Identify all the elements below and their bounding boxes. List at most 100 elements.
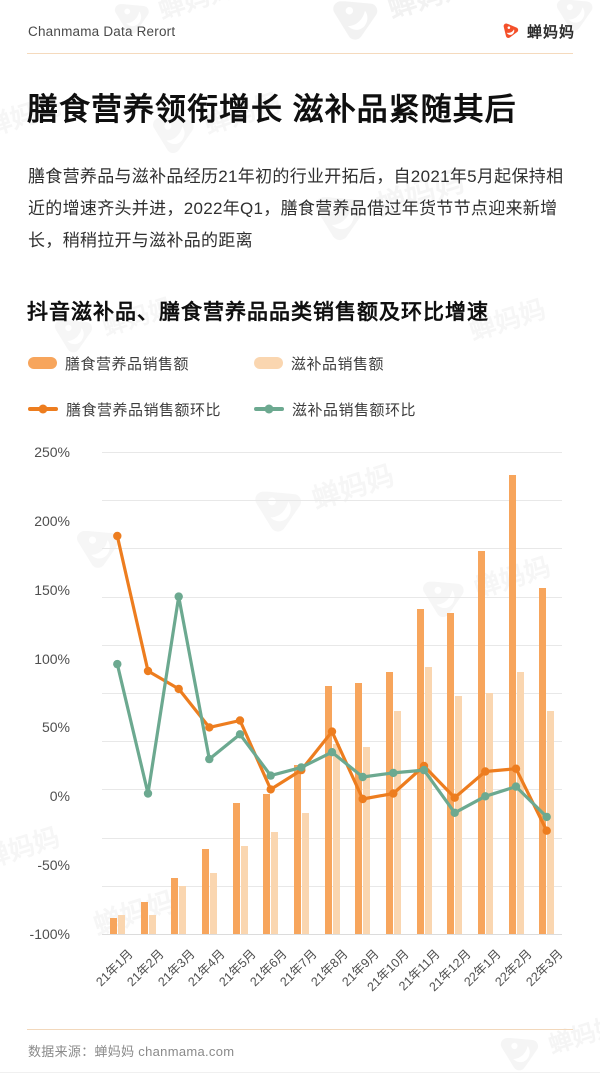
bar-滋补品销售额-22年2月 [516,672,524,934]
legend-line-swatch-primary [28,404,58,414]
bar-滋补品销售额-21年12月 [455,695,463,934]
legend-label: 膳食营养品销售额环比 [66,401,222,419]
gridline [102,548,562,550]
data-point-滋补品销售额环比-21年3月 [174,592,183,601]
bar-膳食营养品销售额-22年3月 [539,588,547,934]
bar-膳食营养品销售额-21年5月 [232,803,240,934]
data-point-膳食营养品销售额环比-21年9月 [358,794,367,804]
bar-滋补品销售额-21年1月 [117,914,125,934]
bar-膳食营养品销售额-22年1月 [477,551,485,934]
chanmama-logo: 蝉妈妈 [502,21,575,42]
header-divider [27,53,573,54]
data-point-滋补品销售额环比-21年8月 [327,748,337,757]
data-point-膳食营养品销售额环比-21年6月 [266,785,275,794]
legend-dot [38,404,48,414]
gridline [102,596,562,598]
data-point-滋补品销售额环比-22年2月 [511,782,521,791]
data-point-膳食营养品销售额环比-22年1月 [481,767,490,776]
data-point-滋补品销售额环比-21年2月 [143,789,153,798]
y-axis-tick-label: 250% [34,444,70,460]
data-point-膳食营养品销售额环比-21年5月 [235,716,245,725]
bar-膳食营养品销售额-21年2月 [140,902,148,934]
bar-膳食营养品销售额-21年8月 [324,686,332,934]
bar-滋补品销售额-21年6月 [271,832,279,934]
legend-dot [264,404,274,414]
bar-膳食营养品销售额-21年12月 [447,613,455,934]
bar-膳食营养品销售额-21年9月 [355,683,363,934]
line-滋补品销售额环比 [115,595,548,819]
summary-paragraph: 膳食营养品与滋补品经历21年初的行业开拓后，自2021年5月起保持相近的增速齐头… [28,167,564,250]
bar-膳食营养品销售额-21年1月 [109,917,117,934]
data-point-滋补品销售额环比-21年7月 [297,763,306,772]
chanmama-logo-watermark-icon [499,1029,544,1072]
data-point-膳食营养品销售额环比-21年12月 [450,793,459,802]
bar-滋补品销售额-21年8月 [332,744,340,934]
brand-text: Chanmama Data Rerort [28,23,176,39]
legend-swatch-bar-secondary [254,357,283,369]
y-axis-tick-label: 100% [34,650,70,667]
bar-膳食营养品销售额-21年6月 [263,793,271,934]
data-point-滋补品销售额环比-21年6月 [266,771,275,780]
legend-item-bar-primary: 膳食营养品销售额 [28,355,190,373]
gridline [102,693,562,694]
y-axis-tick-label: -100% [29,926,70,942]
header: Chanmama Data Rerort 蝉妈妈 [28,16,575,46]
y-axis-tick-label: 0% [49,788,70,805]
bar-膳食营养品销售额-22年2月 [508,475,516,934]
legend-item-bar-secondary: 滋补品销售额 [254,355,384,373]
data-point-膳食营养品销售额环比-21年8月 [327,727,337,736]
bar-膳食营养品销售额-21年3月 [171,877,179,934]
watermark: 蝉妈妈 [494,1000,600,1072]
data-point-滋补品销售额环比-22年3月 [542,812,551,822]
bar-滋补品销售额-21年9月 [363,746,371,934]
chanmama-logo-text: 蝉妈妈 [526,23,575,41]
bar-滋补品销售额-22年1月 [485,693,493,934]
data-point-膳食营养品销售额环比-21年4月 [205,723,214,732]
data-point-滋补品销售额环比-21年9月 [358,772,367,782]
bar-滋补品销售额-21年7月 [301,812,309,934]
bar-膳食营养品销售额-21年10月 [385,672,393,934]
legend-item-line-primary: 膳食营养品销售额环比 [28,401,222,419]
page-title: 膳食营养领衔增长 滋补品紧随其后 [27,92,517,127]
gridline [102,741,562,743]
footer-divider [27,1029,573,1030]
bar-滋补品销售额-21年10月 [393,710,401,934]
gridline [102,452,562,453]
chanmama-logo-icon [503,23,519,38]
data-point-滋补品销售额环比-22年1月 [481,792,490,801]
bar-滋补品销售额-21年11月 [424,666,432,934]
legend-swatch-bar-primary [28,357,57,369]
data-point-滋补品销售额环比-21年1月 [113,659,122,669]
data-point-滋补品销售额环比-21年4月 [205,754,214,764]
watermark-text: 蝉妈妈 [545,1011,600,1060]
bar-膳食营养品销售额-21年4月 [201,848,209,934]
data-point-膳食营养品销售额环比-22年3月 [542,826,551,835]
gridline [102,885,562,887]
bar-滋补品销售额-22年3月 [547,710,555,934]
line-series-layer [113,531,551,835]
data-point-膳食营养品销售额环比-21年3月 [174,684,183,694]
bar-滋补品销售额-21年4月 [209,873,217,934]
data-point-膳食营养品销售额环比-21年10月 [389,789,398,798]
chart-title: 抖音滋补品、膳食营养品品类销售额及环比增速 [27,301,489,324]
data-point-膳食营养品销售额环比-22年2月 [511,764,521,773]
plot-area: 250% 200% 150% 100% 50% 0% -50% -100% 21年1月 21年2月… [30,444,566,994]
legend-line-swatch-secondary [254,404,284,414]
gridline [102,500,562,502]
y-axis-tick-label: 200% [34,512,70,529]
bar-膳食营养品销售额-21年7月 [293,764,301,934]
data-source-text: 数据来源：蝉妈妈 chanmama.com [28,1044,235,1059]
legend-label: 滋补品销售额环比 [292,401,417,419]
legend-label: 膳食营养品销售额 [65,355,190,373]
legend-item-line-secondary: 滋补品销售额环比 [254,401,417,419]
y-axis-tick-label: -50% [37,857,70,874]
data-point-滋补品销售额环比-21年10月 [389,768,398,778]
data-point-膳食营养品销售额环比-21年1月 [113,531,122,541]
line-膳食营养品销售额环比 [115,535,549,832]
gridline [102,789,562,791]
y-axis-tick-label: 50% [41,719,70,736]
y-axis-tick-label: 150% [34,581,70,598]
gridline [102,644,562,646]
data-point-滋补品销售额环比-21年12月 [450,808,459,817]
